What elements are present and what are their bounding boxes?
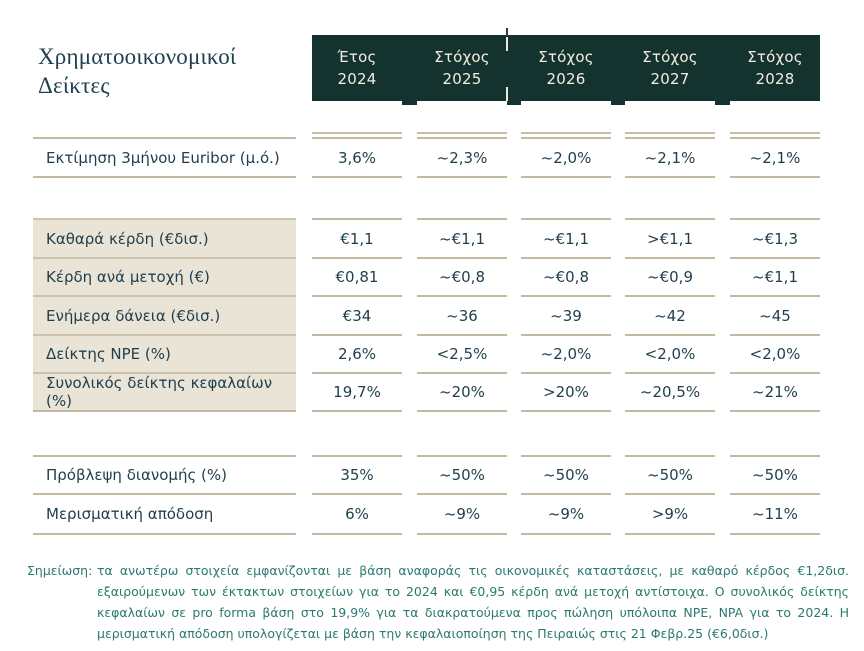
col-header-2024: Έτος 2024 — [312, 35, 402, 101]
cell-r2-2025: ~€0,8 — [417, 257, 507, 295]
cell-r2-2024: €0,81 — [312, 257, 402, 295]
col-header-2025: Στόχος 2025 — [417, 35, 507, 101]
col-header-kind: Στόχος — [434, 48, 490, 66]
row-label-5: Συνολικός δείκτης κεφαλαίων (%) — [33, 372, 296, 412]
cell-r7-2028: ~11% — [730, 493, 820, 535]
footnote: Σημείωση: τα ανωτέρω στοιχεία εμφανίζοντ… — [27, 560, 849, 644]
cell-r1-2026: ~€1,1 — [521, 218, 611, 257]
cell-r0-2028: ~2,1% — [730, 137, 820, 178]
cell-r6-2028: ~50% — [730, 455, 820, 493]
col-header-kind: Στόχος — [642, 48, 698, 66]
cell-r5-2025: ~20% — [417, 372, 507, 412]
cell-r0-2027: ~2,1% — [625, 137, 715, 178]
col-header-year: 2025 — [442, 70, 482, 88]
col-header-kind: Στόχος — [538, 48, 594, 66]
row-label-3: Ενήμερα δάνεια (€δισ.) — [33, 295, 296, 334]
cell-r1-2025: ~€1,1 — [417, 218, 507, 257]
col-header-kind: Έτος — [337, 48, 377, 66]
header-gap-tab — [715, 101, 730, 105]
cell-r6-2027: ~50% — [625, 455, 715, 493]
header-underline — [312, 132, 402, 134]
cell-r2-2026: ~€0,8 — [521, 257, 611, 295]
col-header-year: 2026 — [546, 70, 586, 88]
row-label-4: Δείκτης NPE (%) — [33, 334, 296, 372]
footnote-label: Σημείωση: — [27, 563, 93, 578]
cell-r0-2026: ~2,0% — [521, 137, 611, 178]
header-gap-tab — [611, 101, 625, 105]
cell-r4-2024: 2,6% — [312, 334, 402, 372]
header-underline — [625, 132, 715, 134]
row-label-2: Κέρδη ανά μετοχή (€) — [33, 257, 296, 295]
page-title-line2: Δείκτες — [38, 73, 110, 98]
footnote-text: τα ανωτέρω στοιχεία εμφανίζονται με βάση… — [97, 563, 849, 641]
col-header-2026: Στόχος 2026 — [521, 35, 611, 101]
cell-r3-2025: ~36 — [417, 295, 507, 334]
header-underline — [417, 132, 507, 134]
table-header-band: Έτος 2024 Στόχος 2025 Στόχος 2026 Στόχος 2027 Στ… — [312, 35, 820, 134]
col-header-year: 2028 — [755, 70, 795, 88]
cell-r7-2026: ~9% — [521, 493, 611, 535]
cell-r5-2024: 19,7% — [312, 372, 402, 412]
col-header-kind: Στόχος — [747, 48, 803, 66]
col-header-2028: Στόχος 2028 — [730, 35, 820, 101]
column-divider-tick-top — [506, 28, 508, 36]
header-gap-tab — [507, 101, 521, 105]
header-underline — [521, 132, 611, 134]
cell-r1-2024: €1,1 — [312, 218, 402, 257]
cell-r6-2025: ~50% — [417, 455, 507, 493]
column-divider-dash-upper — [506, 37, 508, 51]
row-label-6: Πρόβλεψη διανομής (%) — [33, 455, 296, 493]
col-header-year: 2027 — [650, 70, 690, 88]
cell-r6-2024: 35% — [312, 455, 402, 493]
cell-r5-2028: ~21% — [730, 372, 820, 412]
cell-r7-2025: ~9% — [417, 493, 507, 535]
cell-r2-2028: ~€1,1 — [730, 257, 820, 295]
cell-r3-2028: ~45 — [730, 295, 820, 334]
row-label-1: Καθαρά κέρδη (€δισ.) — [33, 218, 296, 257]
cell-r4-2026: ~2,0% — [521, 334, 611, 372]
page-title-line1: Χρηματοοικονομικοί — [38, 44, 237, 69]
cell-r2-2027: ~€0,9 — [625, 257, 715, 295]
cell-r1-2027: >€1,1 — [625, 218, 715, 257]
cell-r3-2026: ~39 — [521, 295, 611, 334]
row-label-0: Εκτίμηση 3μήνου Euribor (μ.ό.) — [33, 137, 296, 178]
col-header-year: 2024 — [337, 70, 377, 88]
cell-r4-2027: <2,0% — [625, 334, 715, 372]
cell-r0-2024: 3,6% — [312, 137, 402, 178]
column-divider-dash-lower — [506, 87, 508, 101]
cell-r4-2025: <2,5% — [417, 334, 507, 372]
header-underline — [730, 132, 820, 134]
cell-r4-2028: <2,0% — [730, 334, 820, 372]
page-title: Χρηματοοικονομικοί Δείκτες — [38, 42, 236, 100]
col-header-2027: Στόχος 2027 — [625, 35, 715, 101]
header-gap-tab — [402, 101, 417, 105]
cell-r3-2024: €34 — [312, 295, 402, 334]
row-label-7: Μερισματική απόδοση — [33, 493, 296, 535]
cell-r5-2027: ~20,5% — [625, 372, 715, 412]
cell-r3-2027: ~42 — [625, 295, 715, 334]
cell-r6-2026: ~50% — [521, 455, 611, 493]
cell-r1-2028: ~€1,3 — [730, 218, 820, 257]
cell-r7-2024: 6% — [312, 493, 402, 535]
cell-r5-2026: >20% — [521, 372, 611, 412]
cell-r7-2027: >9% — [625, 493, 715, 535]
cell-r0-2025: ~2,3% — [417, 137, 507, 178]
